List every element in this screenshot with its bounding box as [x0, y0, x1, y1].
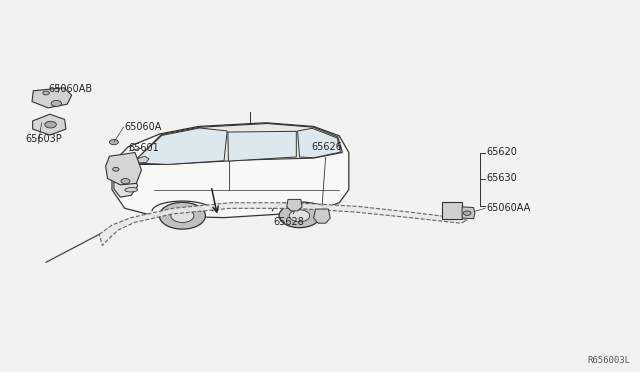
Text: 65603P: 65603P	[26, 134, 62, 144]
Ellipse shape	[125, 187, 138, 192]
Polygon shape	[287, 199, 302, 211]
Text: 65620: 65620	[486, 147, 517, 157]
FancyBboxPatch shape	[442, 202, 462, 219]
Polygon shape	[99, 203, 467, 246]
Polygon shape	[298, 128, 340, 158]
Circle shape	[171, 209, 194, 222]
Polygon shape	[136, 156, 149, 163]
Text: R656003L: R656003L	[588, 356, 630, 365]
Circle shape	[289, 210, 310, 222]
Text: 65630: 65630	[486, 173, 517, 183]
Text: 65060AB: 65060AB	[49, 84, 92, 94]
Polygon shape	[462, 207, 475, 219]
Polygon shape	[132, 128, 227, 164]
Polygon shape	[112, 123, 349, 218]
Circle shape	[279, 204, 320, 228]
Text: 65628: 65628	[274, 212, 305, 227]
Circle shape	[109, 140, 118, 145]
Circle shape	[463, 211, 471, 215]
Circle shape	[45, 121, 56, 128]
Circle shape	[113, 167, 119, 171]
Circle shape	[51, 100, 61, 106]
Text: 65626: 65626	[311, 142, 342, 206]
Polygon shape	[131, 124, 342, 164]
Polygon shape	[114, 164, 138, 197]
Circle shape	[43, 91, 49, 95]
Polygon shape	[32, 88, 72, 108]
Circle shape	[121, 179, 130, 184]
Polygon shape	[33, 114, 66, 135]
Text: 65060AA: 65060AA	[486, 203, 531, 213]
Text: 65601: 65601	[129, 142, 159, 153]
Text: 65060A: 65060A	[125, 122, 162, 132]
Polygon shape	[314, 209, 330, 223]
Polygon shape	[106, 153, 141, 185]
Ellipse shape	[115, 166, 134, 172]
Circle shape	[159, 202, 205, 229]
Polygon shape	[228, 131, 296, 161]
